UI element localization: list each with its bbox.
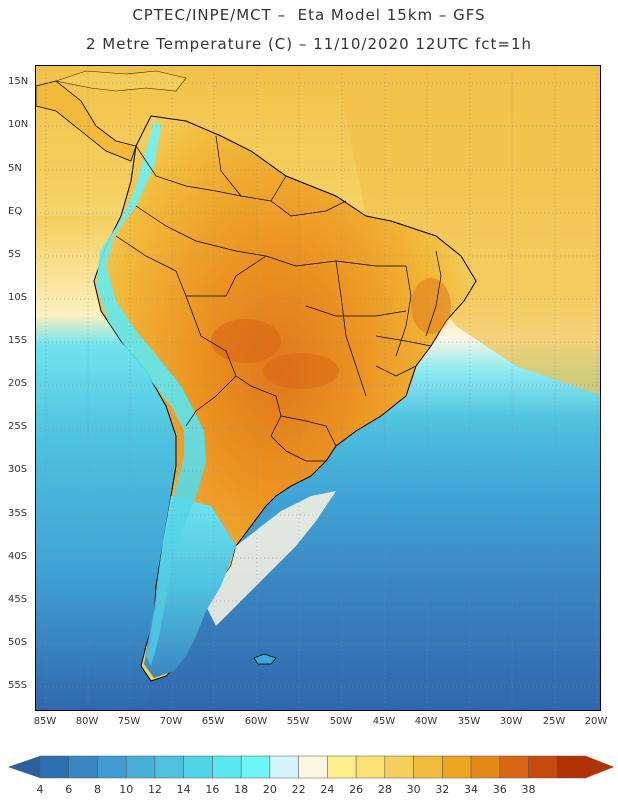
- colorbar-cell: [528, 755, 558, 779]
- lat-label-35s: 35S: [8, 508, 28, 519]
- map-title-line-1: CPTEC/INPE/MCT – Eta Model 15km – GFS: [132, 6, 486, 24]
- lon-label-50w: 50W: [329, 716, 353, 727]
- colorbar-cell: [125, 755, 156, 779]
- lat-label-15n: 15N: [8, 76, 29, 87]
- colorbar-cell: [68, 755, 98, 779]
- colorbar-cell: [183, 755, 213, 779]
- colorbar-tick-label: 38: [521, 783, 536, 796]
- colorbar-tick-label: 20: [262, 783, 277, 796]
- colorbar-tick-label: 34: [464, 783, 479, 796]
- hotspot-mato-grosso: [263, 353, 339, 389]
- pacific-ocean: [36, 216, 186, 710]
- colorbar-cell: [499, 755, 529, 779]
- lon-label-25w: 25W: [542, 716, 566, 727]
- colorbar-cell: [470, 755, 501, 779]
- lon-label-85w: 85W: [33, 716, 57, 727]
- colorbar-tick-label: 4: [36, 783, 44, 796]
- colorbar-tick-label: 14: [176, 783, 191, 796]
- colorbar-cell: [154, 755, 184, 779]
- map-title-line-2: 2 Metre Temperature (C) – 11/10/2020 12U…: [85, 35, 533, 53]
- temperature-map: [36, 66, 600, 710]
- caribbean-coast: [54, 70, 187, 92]
- colorbar-over-arrow: [586, 756, 614, 778]
- lat-label-10s: 10S: [8, 292, 28, 303]
- colorbar-tick-label: 24: [320, 783, 335, 796]
- colorbar-tick-label: 6: [65, 783, 73, 796]
- hotspot-northeast-brazil: [411, 278, 451, 334]
- colorbar-cell: [39, 755, 69, 779]
- colorbar-cells: [39, 755, 587, 779]
- falkland-islands: [253, 653, 277, 665]
- lon-label-80w: 80W: [75, 716, 99, 727]
- lon-label-30w: 30W: [499, 716, 523, 727]
- lat-label-5n: 5N: [8, 163, 22, 174]
- colorbar-tick-label: 10: [119, 783, 134, 796]
- colorbar-cell: [327, 755, 357, 779]
- lat-label-25s: 25S: [8, 421, 28, 432]
- colorbar-cell: [269, 755, 299, 779]
- lat-label-30s: 30S: [8, 464, 28, 475]
- colorbar-cell: [298, 755, 328, 779]
- colorbar-cell: [212, 755, 242, 779]
- lon-label-40w: 40W: [414, 716, 438, 727]
- colorbar-cell: [384, 755, 414, 779]
- colorbar-cell: [413, 755, 443, 779]
- lat-label-40s: 40S: [8, 551, 28, 562]
- southern-cone-region: [206, 491, 336, 626]
- lat-label-eq: EQ: [8, 206, 23, 217]
- country-borders: [115, 135, 442, 462]
- lon-label-60w: 60W: [244, 716, 268, 727]
- colorbar-tick-label: 8: [93, 783, 101, 796]
- andes-cold-strip: [96, 121, 206, 666]
- colorbar-cell: [97, 755, 127, 779]
- colorbar-tick-label: 36: [492, 783, 507, 796]
- colorbar-tick-label: 26: [349, 783, 364, 796]
- lon-label-45w: 45W: [372, 716, 396, 727]
- central-america-landmass: [36, 80, 137, 162]
- colorbar-tick-label: 16: [205, 783, 220, 796]
- colorbar-tick-label: 18: [234, 783, 249, 796]
- colorbar-tick-label: 22: [291, 783, 306, 796]
- lon-label-55w: 55W: [286, 716, 310, 727]
- colorbar-cell: [557, 755, 587, 779]
- lon-label-75w: 75W: [117, 716, 141, 727]
- lat-label-10n: 10N: [8, 119, 29, 130]
- lat-label-55s: 55S: [8, 680, 28, 691]
- colorbar-cell: [355, 755, 386, 779]
- lat-label-5s: 5S: [8, 249, 21, 260]
- hotspot-bolivia-paraguay: [211, 319, 281, 363]
- colorbar-tick-label: 30: [406, 783, 421, 796]
- lat-label-50s: 50S: [8, 637, 28, 648]
- colorbar-cell: [442, 755, 472, 779]
- lon-label-20w: 20W: [584, 716, 608, 727]
- lon-label-65w: 65W: [201, 716, 225, 727]
- colorbar-cell: [240, 755, 271, 779]
- lon-label-35w: 35W: [457, 716, 481, 727]
- lat-label-15s: 15S: [8, 335, 28, 346]
- temperature-colorbar: [8, 755, 614, 779]
- lat-label-20s: 20S: [8, 378, 28, 389]
- lat-label-45s: 45S: [8, 594, 28, 605]
- colorbar-under-arrow: [8, 756, 40, 778]
- colorbar-tick-label: 32: [435, 783, 450, 796]
- warm-atlantic-band: [336, 66, 600, 396]
- colorbar-tick-label: 12: [147, 783, 162, 796]
- colorbar-tick-label: 28: [377, 783, 392, 796]
- lon-label-70w: 70W: [159, 716, 183, 727]
- map-panel: [35, 65, 601, 711]
